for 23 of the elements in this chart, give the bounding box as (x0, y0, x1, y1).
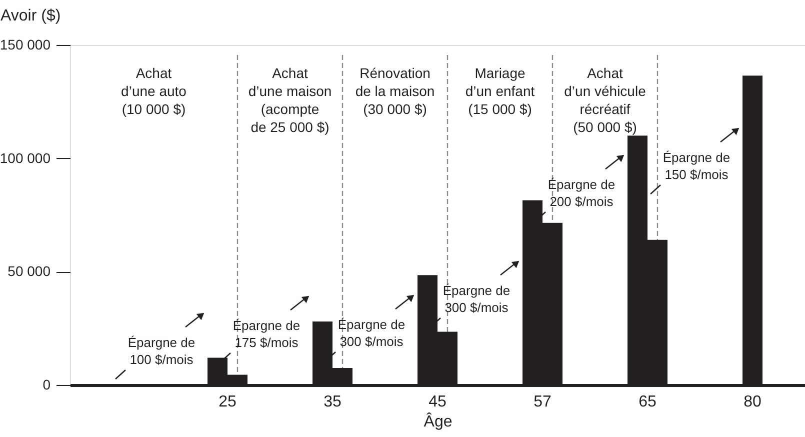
y-axis-title: Avoir ($) (0, 8, 61, 24)
annotation: Épargne de 300 $/mois (442, 283, 510, 315)
x-tick-label: 80 (744, 394, 762, 410)
x-axis-title: Âge (424, 412, 452, 430)
annotation: Achat d’une auto (10 000 $) (121, 65, 187, 117)
x-tick-label: 65 (638, 394, 656, 410)
y-tick-label: 0 (42, 376, 51, 392)
y-tick-label: 50 000 (8, 263, 51, 280)
annotation: Achat d’une maison (acompte de 25 000 $) (248, 65, 332, 135)
y-tick-label: 150 000 (0, 36, 51, 52)
annotation: Épargne de 100 $/mois (128, 335, 196, 367)
annotation: Épargne de 150 $/mois (662, 150, 730, 182)
annotation: Épargne de 175 $/mois (232, 318, 300, 350)
annotation: Mariage d’un enfant (15 000 $) (465, 65, 535, 117)
x-tick-label: 57 (534, 394, 552, 410)
annotation: Épargne de 300 $/mois (338, 317, 406, 349)
y-tick-label: 100 000 (0, 150, 51, 166)
x-tick-label: 25 (218, 394, 236, 410)
annotation: Rénovation de la maison (30 000 $) (355, 65, 435, 117)
annotation: Épargne de 200 $/mois (548, 177, 616, 209)
x-tick-label: 35 (324, 394, 342, 410)
x-tick-label: 45 (428, 394, 446, 410)
annotation: Achat d’un véhicule récréatif (50 000 $) (564, 65, 646, 135)
